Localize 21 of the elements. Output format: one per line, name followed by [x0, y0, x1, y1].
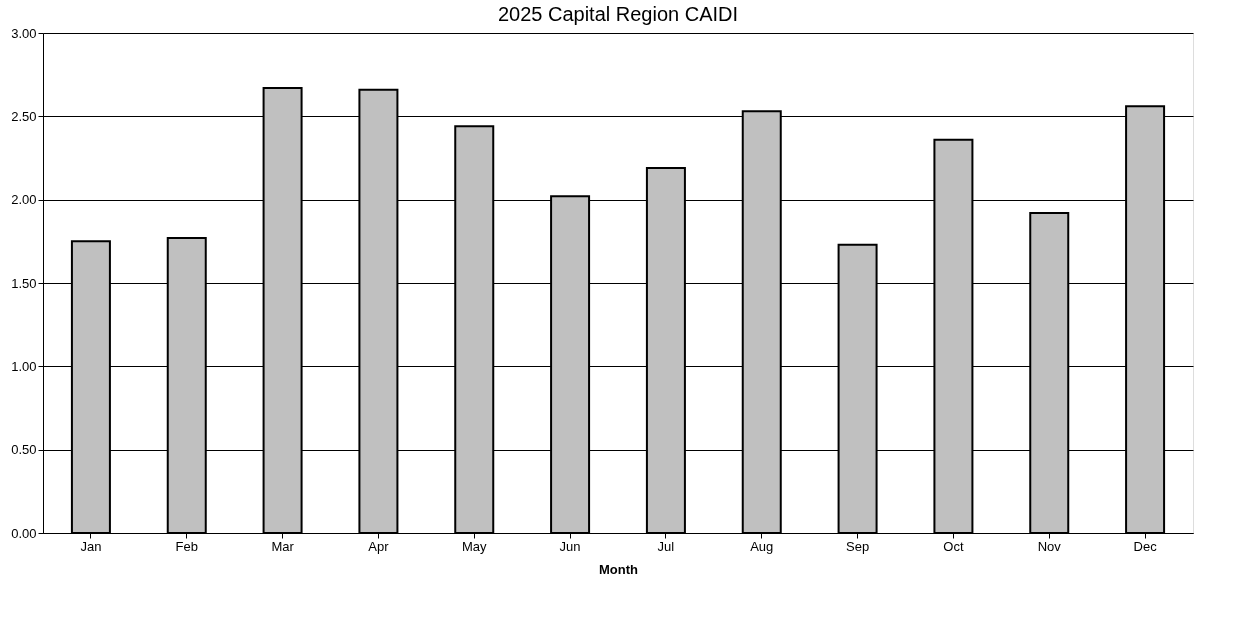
- x-tick-label: Sep: [846, 538, 870, 554]
- x-tick-label: Oct: [943, 538, 964, 554]
- y-tick-label: 0.50: [11, 442, 37, 458]
- y-tick-label: 0.00: [11, 525, 37, 541]
- x-tick-label: Jan: [80, 538, 102, 554]
- y-tick-label: 1.50: [11, 275, 37, 291]
- x-tick-label: Mar: [271, 538, 295, 554]
- x-tick-label: Apr: [368, 538, 390, 554]
- x-tick-label: Feb: [175, 538, 198, 554]
- y-tick-label: 2.50: [11, 108, 37, 124]
- y-tick-label: 2.00: [11, 192, 37, 208]
- x-tick-label: Jun: [559, 538, 581, 554]
- x-axis-title: Month: [599, 561, 639, 577]
- chart-title: 2025 Capital Region CAIDI: [497, 3, 739, 25]
- x-tick-label: Jul: [657, 538, 675, 554]
- x-tick-label: May: [461, 538, 488, 554]
- x-tick-label: Aug: [750, 538, 774, 554]
- y-tick-label: 3.00: [11, 25, 37, 41]
- y-tick-label: 1.00: [11, 358, 37, 374]
- x-tick-label: Dec: [1133, 538, 1158, 554]
- x-tick-label: Nov: [1037, 538, 1062, 554]
